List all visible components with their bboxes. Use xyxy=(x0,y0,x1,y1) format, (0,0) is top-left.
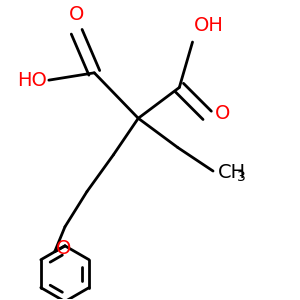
Text: O: O xyxy=(214,104,230,123)
Text: O: O xyxy=(56,239,71,258)
Text: OH: OH xyxy=(194,16,224,35)
Text: CH: CH xyxy=(218,163,246,182)
Text: HO: HO xyxy=(17,70,47,90)
Text: 3: 3 xyxy=(236,170,245,184)
Text: O: O xyxy=(69,5,84,24)
